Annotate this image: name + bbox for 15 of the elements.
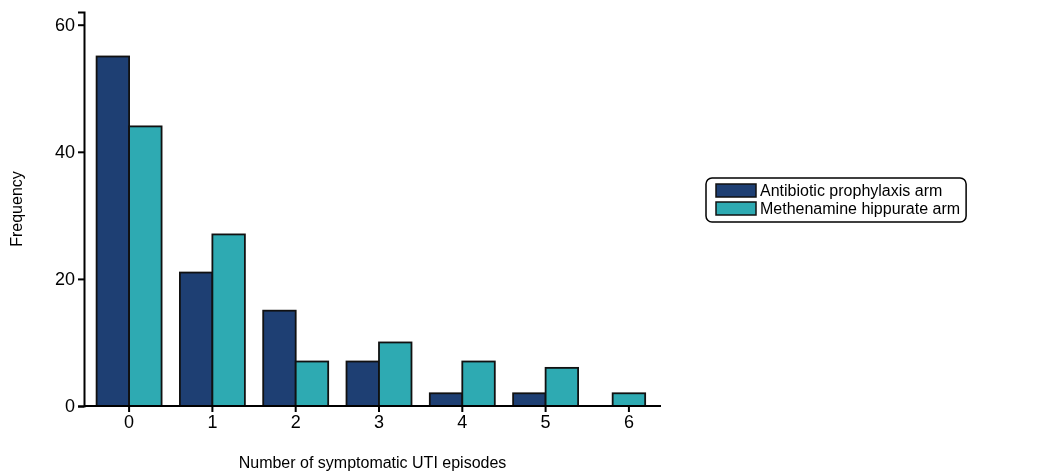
y-tick-label: 40 — [54, 142, 75, 163]
y-tick-label: 60 — [54, 14, 75, 35]
x-tick-label: 2 — [290, 411, 301, 432]
x-tick-label: 4 — [457, 411, 468, 432]
y-tick-label: 0 — [64, 396, 75, 417]
legend-label: Antibiotic prophylaxis arm — [760, 182, 943, 199]
x-tick-label: 3 — [373, 411, 385, 432]
legend-label: Methenamine hippurate arm — [760, 200, 961, 217]
x-tick-label: 6 — [623, 411, 634, 432]
y-axis-title: Frequency — [8, 171, 25, 247]
x-tick-label: 1 — [207, 411, 218, 432]
x-tick-label: 5 — [540, 411, 551, 432]
x-axis-title: Number of symptomatic UTI episodes — [238, 454, 507, 471]
y-tick-label: 20 — [54, 269, 75, 290]
x-tick-label: 0 — [124, 411, 135, 432]
